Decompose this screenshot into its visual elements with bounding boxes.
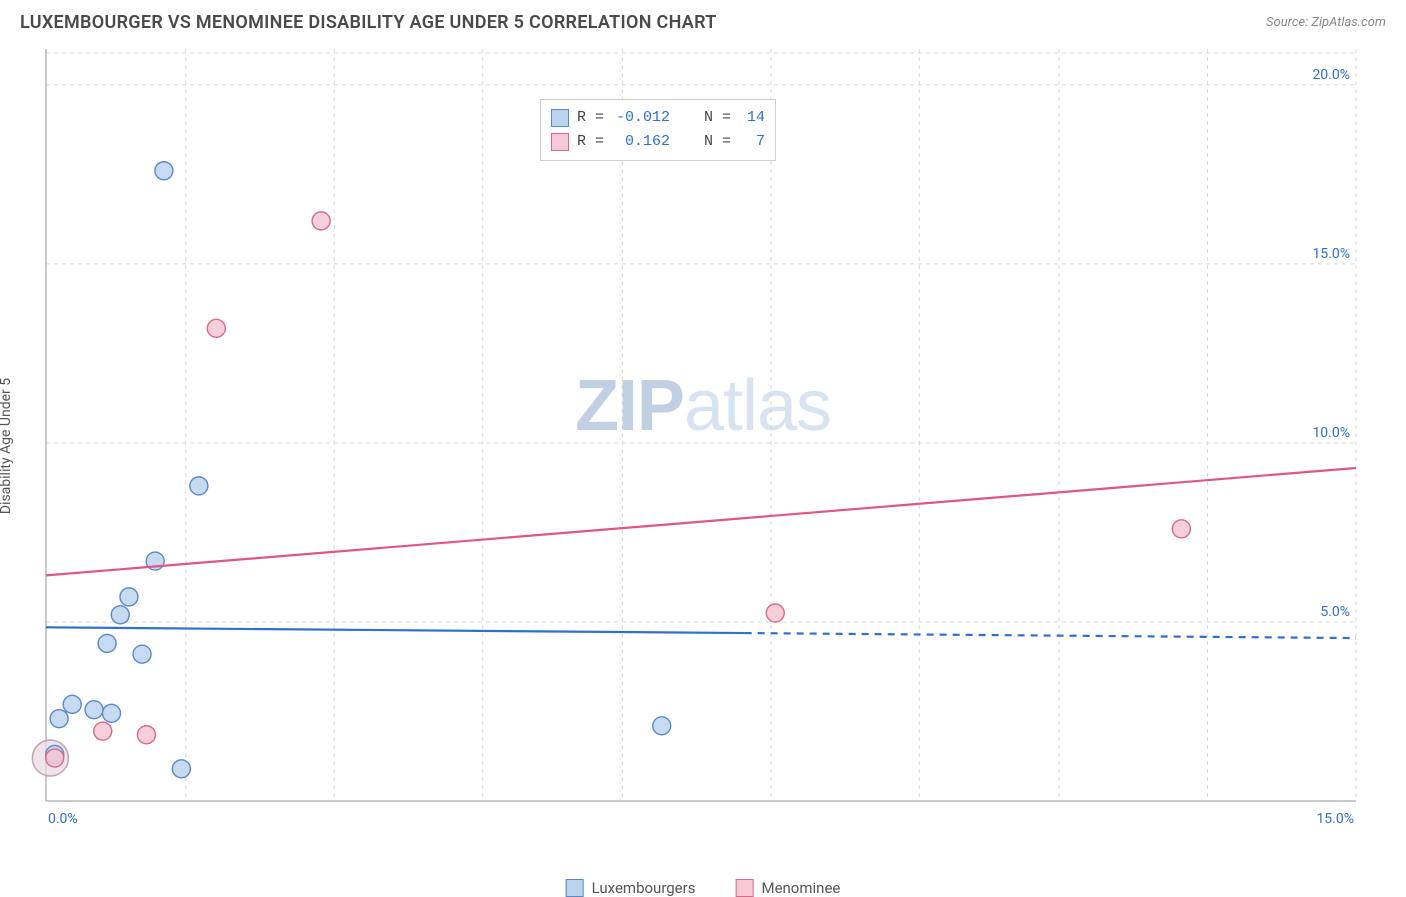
stat-r-value: 0.162 <box>612 130 670 154</box>
svg-text:10.0%: 10.0% <box>1312 425 1350 441</box>
stats-row: R = 0.162 N = 7 <box>551 130 765 154</box>
svg-text:5.0%: 5.0% <box>1320 604 1350 620</box>
stat-n-label: N = <box>704 130 731 154</box>
stats-legend-box: R = -0.012 N = 14 R = 0.162 N = 7 <box>540 99 776 161</box>
legend-item: Luxembourgers <box>566 879 696 897</box>
stat-n-value: 14 <box>739 106 765 130</box>
stat-r-label: R = <box>577 106 604 130</box>
scatter-chart: 5.0% 10.0% 15.0% 20.0% 0.0% 15.0% <box>0 41 1406 851</box>
chart-title: LUXEMBOURGER VS MENOMINEE DISABILITY AGE… <box>20 12 717 33</box>
legend-item: Menominee <box>735 879 840 897</box>
series-legend: Luxembourgers Menominee <box>566 879 841 897</box>
legend-swatch <box>551 109 569 127</box>
legend-swatch <box>566 879 584 897</box>
legend-swatch <box>735 879 753 897</box>
stats-row: R = -0.012 N = 14 <box>551 106 765 130</box>
stat-r-label: R = <box>577 130 604 154</box>
legend-label: Menominee <box>761 879 840 897</box>
stat-n-value: 7 <box>739 130 765 154</box>
svg-text:15.0%: 15.0% <box>1316 811 1354 827</box>
svg-text:0.0%: 0.0% <box>48 811 78 827</box>
legend-label: Luxembourgers <box>592 879 696 897</box>
legend-swatch <box>551 133 569 151</box>
source-label: Source: ZipAtlas.com <box>1266 15 1386 30</box>
stat-r-value: -0.012 <box>612 106 670 130</box>
svg-text:20.0%: 20.0% <box>1312 67 1350 83</box>
svg-text:15.0%: 15.0% <box>1312 246 1350 262</box>
y-axis-label: Disability Age Under 5 <box>0 378 14 514</box>
stat-n-label: N = <box>704 106 731 130</box>
chart-container: Disability Age Under 5 ZIPatlas 5.0%10.0… <box>0 41 1406 851</box>
